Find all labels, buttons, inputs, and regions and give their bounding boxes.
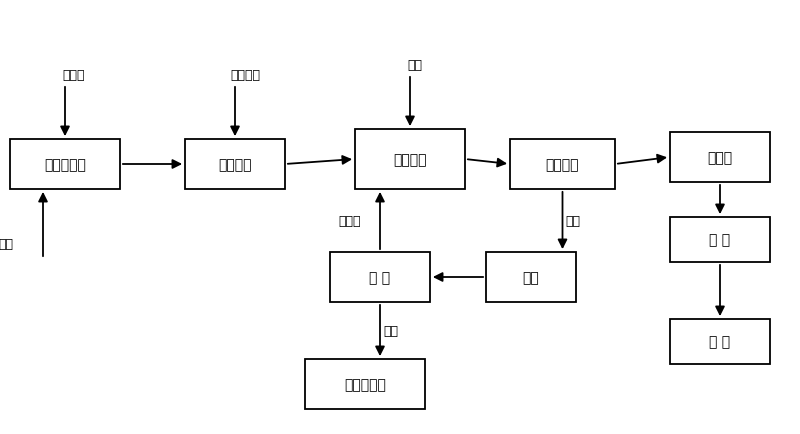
Bar bbox=[185, 140, 285, 190]
Text: 碳酸钠: 碳酸钠 bbox=[62, 69, 85, 82]
Bar bbox=[670, 133, 770, 183]
Bar bbox=[510, 140, 615, 190]
Text: 分 离: 分 离 bbox=[370, 270, 390, 284]
Bar bbox=[10, 140, 120, 190]
Bar bbox=[670, 319, 770, 364]
Bar bbox=[330, 253, 430, 302]
Text: 合成反应: 合成反应 bbox=[218, 158, 252, 171]
Text: 除硅反应: 除硅反应 bbox=[394, 153, 426, 167]
Text: 氟化钠: 氟化钠 bbox=[707, 151, 733, 164]
Bar bbox=[305, 359, 425, 409]
Text: 洗液: 洗液 bbox=[0, 238, 13, 251]
Text: 氟化钠: 氟化钠 bbox=[338, 214, 361, 227]
Bar bbox=[670, 217, 770, 263]
Text: 滤液: 滤液 bbox=[383, 324, 398, 337]
Bar bbox=[355, 130, 465, 190]
Bar bbox=[486, 253, 576, 302]
Text: 碳酸钠溶液: 碳酸钠溶液 bbox=[44, 158, 86, 171]
Text: 过滤洗涤: 过滤洗涤 bbox=[546, 158, 579, 171]
Text: 氟硅酸钠: 氟硅酸钠 bbox=[230, 69, 260, 82]
Text: 干 燥: 干 燥 bbox=[710, 233, 730, 247]
Text: 液体水玻璃: 液体水玻璃 bbox=[344, 377, 386, 391]
Text: 成 品: 成 品 bbox=[710, 335, 730, 349]
Text: 浓缩: 浓缩 bbox=[522, 270, 539, 284]
Text: 滤液: 滤液 bbox=[566, 214, 581, 227]
Text: 烧碱: 烧碱 bbox=[407, 59, 422, 72]
